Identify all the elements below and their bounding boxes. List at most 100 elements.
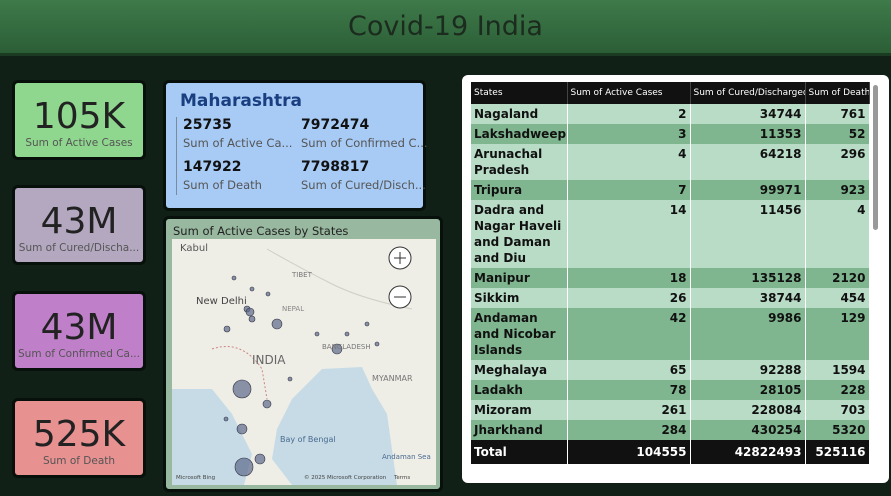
table-cell: 923 bbox=[805, 180, 870, 200]
table-cell: 11353 bbox=[690, 124, 806, 144]
total-cell: Total bbox=[471, 440, 568, 464]
metric-label: Sum of Confirmed C... bbox=[301, 136, 428, 150]
table-cell: 703 bbox=[805, 400, 870, 420]
table-cell: 228 bbox=[805, 380, 870, 400]
state-card: Maharashtra 25735 Sum of Active Ca... 7972… bbox=[163, 80, 428, 211]
table-cell: 296 bbox=[805, 144, 870, 180]
map-label: TIBET bbox=[291, 271, 313, 279]
scrollbar bbox=[873, 85, 878, 230]
table-cell: 14 bbox=[567, 200, 691, 268]
table-cell: 430254 bbox=[690, 420, 806, 440]
table-row: Manipur 18 135128 2120 bbox=[471, 268, 870, 288]
table-row: Sikkim 26 38744 454 bbox=[471, 288, 870, 308]
table-cell: Sikkim bbox=[471, 288, 568, 308]
map-label: BANGLADESH bbox=[322, 343, 371, 351]
kpi-label: Sum of Cured/Discha... bbox=[18, 242, 140, 254]
table-row: Andaman and Nicobar Islands 42 9986 129 bbox=[471, 308, 870, 360]
header-title: Covid-19 India bbox=[0, 0, 891, 56]
table-cell: Mizoram bbox=[471, 400, 568, 420]
table-cell: Ladakh bbox=[471, 380, 568, 400]
map-footer: Microsoft Bing bbox=[176, 475, 215, 481]
table-cell: 129 bbox=[805, 308, 870, 360]
table-cell: 11456 bbox=[690, 200, 806, 268]
kpi-label: Sum of Confirmed Ca... bbox=[18, 348, 140, 360]
table-cell: 64218 bbox=[690, 144, 806, 180]
table-cell: 2120 bbox=[805, 268, 870, 288]
table-cell: 261 bbox=[567, 400, 691, 420]
map-label: New Delhi bbox=[196, 296, 247, 307]
table-cell: 284 bbox=[567, 420, 691, 440]
table-cell: 65 bbox=[567, 360, 691, 380]
map-label: MYANMAR bbox=[372, 374, 413, 383]
table-cell: 28105 bbox=[690, 380, 806, 400]
table-cell: 78 bbox=[567, 380, 691, 400]
total-row: Total 104555 42822493 525116 bbox=[471, 440, 870, 464]
table-cell: 26 bbox=[567, 288, 691, 308]
total-cell: 104555 bbox=[567, 440, 691, 464]
table-cell: 7 bbox=[567, 180, 691, 200]
state-metric: 7972474 Sum of Confirmed C... bbox=[301, 117, 428, 150]
column-header: Sum of Cured/Discharged bbox=[690, 82, 806, 104]
table-cell: Arunachal Pradesh bbox=[471, 144, 568, 180]
divider bbox=[176, 117, 177, 195]
map-title: Sum of Active Cases by States bbox=[173, 224, 349, 238]
map: Kabul TIBET New Delhi NEPAL INDIA BANGLADESH M… bbox=[172, 239, 436, 485]
table-cell: 4 bbox=[805, 200, 870, 268]
table-cell: 454 bbox=[805, 288, 870, 308]
table-cell: Tripura bbox=[471, 180, 568, 200]
total-cell: 42822493 bbox=[690, 440, 806, 464]
table-row: Meghalaya 65 92288 1594 bbox=[471, 360, 870, 380]
kpi-card: 105K Sum of Active Cases bbox=[12, 80, 146, 160]
metric-label: Sum of Active Ca... bbox=[183, 136, 293, 150]
kpi-card: 43M Sum of Cured/Discha... bbox=[12, 185, 146, 265]
table-cell: Andaman and Nicobar Islands bbox=[471, 308, 568, 360]
table-row: Jharkhand 284 430254 5320 bbox=[471, 420, 870, 440]
kpi-value: 525K bbox=[32, 414, 126, 455]
table-cell: 3 bbox=[567, 124, 691, 144]
map-label: Kabul bbox=[180, 243, 208, 254]
table-cell: 761 bbox=[805, 104, 870, 124]
table-cell: 42 bbox=[567, 308, 691, 360]
table-cell: 52 bbox=[805, 124, 870, 144]
column-header: Sum of Active Cases bbox=[567, 82, 691, 104]
header-row: States Sum of Active Cases Sum of Cured/Di… bbox=[471, 82, 870, 104]
table-cell: Manipur bbox=[471, 268, 568, 288]
table-cell: Dadra and Nagar Haveli and Daman and Diu bbox=[471, 200, 568, 268]
table-cell: 18 bbox=[567, 268, 691, 288]
table-row: Nagaland 2 34744 761 bbox=[471, 104, 870, 124]
table-row: Ladakh 78 28105 228 bbox=[471, 380, 870, 400]
kpi-value: 105K bbox=[32, 96, 126, 137]
table-cell: Nagaland bbox=[471, 104, 568, 124]
map-label: INDIA bbox=[252, 353, 286, 367]
table-row: Mizoram 261 228084 703 bbox=[471, 400, 870, 420]
metric-value: 7798817 bbox=[301, 159, 370, 175]
column-header: States bbox=[471, 82, 568, 104]
state-name: Maharashtra bbox=[180, 91, 303, 111]
table-cell: 2 bbox=[567, 104, 691, 124]
kpi-value: 43M bbox=[40, 307, 118, 348]
kpi-card: 43M Sum of Confirmed Ca... bbox=[12, 291, 146, 371]
column-header: Sum of Death bbox=[805, 82, 870, 104]
table-cell: 1594 bbox=[805, 360, 870, 380]
map-label: Bay of Bengal bbox=[280, 435, 336, 444]
table-cell: Jharkhand bbox=[471, 420, 568, 440]
table-cell: 5320 bbox=[805, 420, 870, 440]
table-row: Lakshadweep 3 11353 52 bbox=[471, 124, 870, 144]
state-metric: 7798817 Sum of Cured/Disch... bbox=[301, 159, 426, 192]
metric-value: 147922 bbox=[183, 159, 242, 175]
table-row: Arunachal Pradesh 4 64218 296 bbox=[471, 144, 870, 180]
map-label: Andaman Sea bbox=[382, 453, 431, 461]
metric-label: Sum of Death bbox=[183, 178, 262, 192]
table-card: States Sum of Active Cases Sum of Cured/Di… bbox=[462, 75, 889, 483]
table-cell: 9986 bbox=[690, 308, 806, 360]
table-cell: 4 bbox=[567, 144, 691, 180]
table-cell: 99971 bbox=[690, 180, 806, 200]
kpi-label: Sum of Active Cases bbox=[25, 137, 133, 149]
table-row: Dadra and Nagar Haveli and Daman and Diu… bbox=[471, 200, 870, 268]
total-cell: 525116 bbox=[805, 440, 870, 464]
data-table: States Sum of Active Cases Sum of Cured/Di… bbox=[471, 82, 870, 464]
kpi-value: 43M bbox=[40, 201, 118, 242]
kpi-label: Sum of Death bbox=[42, 455, 116, 467]
table-cell: 34744 bbox=[690, 104, 806, 124]
